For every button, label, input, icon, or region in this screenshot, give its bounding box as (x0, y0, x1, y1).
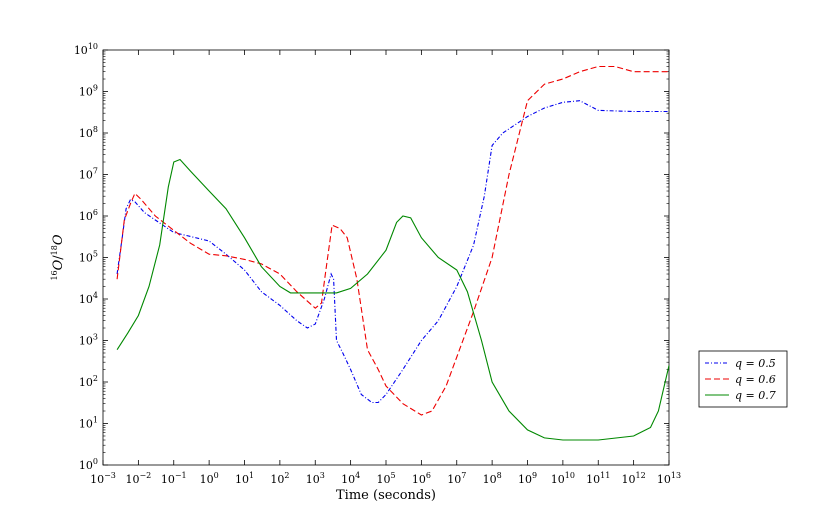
legend: q = 0.5 q = 0.6 q = 0.7 (698, 350, 788, 408)
x-tick-label: 10−3 (90, 471, 116, 486)
y-tick-label: 102 (79, 374, 98, 389)
legend-label: q = 0.5 (735, 357, 776, 370)
y-tick-label: 1010 (74, 42, 98, 57)
plot-area: 10−3 10−2 10−1 100 101 102 103 104 105 106 107 108 1… (74, 42, 681, 486)
x-tick-label: 102 (270, 471, 289, 486)
x-tick-label: 10−1 (161, 471, 187, 486)
y-tick-label: 105 (79, 250, 98, 265)
y-tick-label: 108 (79, 125, 98, 140)
x-tick-label: 105 (376, 471, 395, 486)
y-tick-label: 107 (79, 167, 98, 182)
series-line-2 (116, 65, 669, 416)
y-tick-label: 103 (79, 333, 98, 348)
y-tick-label: 109 (79, 84, 98, 99)
legend-box (698, 350, 788, 408)
series-line-1 (116, 100, 669, 404)
x-tick-label: 1010 (551, 471, 575, 486)
x-tick-label: 101 (235, 471, 254, 486)
plot-frame (102, 49, 670, 466)
x-axis-ticks: 10−3 10−2 10−1 100 101 102 103 104 105 106 107 108 1… (90, 50, 681, 486)
x-axis-label: Time (seconds) (336, 488, 436, 503)
y-tick-label: 100 (79, 457, 98, 472)
x-tick-label: 10−2 (125, 471, 151, 486)
x-tick-label: 109 (518, 471, 537, 486)
y-tick-label: 101 (79, 416, 98, 431)
x-tick-label: 108 (483, 471, 502, 486)
y-tick-label: 106 (79, 208, 98, 223)
x-tick-label: 1011 (586, 471, 610, 486)
legend-label: q = 0.7 (735, 389, 776, 402)
series-lines (116, 65, 670, 441)
series-line-3 (116, 158, 670, 441)
x-tick-label: 107 (447, 471, 466, 486)
x-tick-label: 1012 (622, 471, 646, 486)
y-axis-label: 16O/18O (50, 234, 66, 280)
x-tick-label: 1013 (657, 471, 681, 486)
y-tick-label: 104 (79, 291, 98, 306)
x-tick-label: 106 (412, 471, 431, 486)
x-tick-label: 103 (306, 471, 325, 486)
y-axis-ticks: 100 101 102 103 104 105 106 107 108 109 1010 (74, 42, 669, 472)
legend-label: q = 0.6 (735, 373, 776, 386)
x-tick-label: 104 (341, 471, 360, 486)
x-tick-label: 100 (200, 471, 219, 486)
